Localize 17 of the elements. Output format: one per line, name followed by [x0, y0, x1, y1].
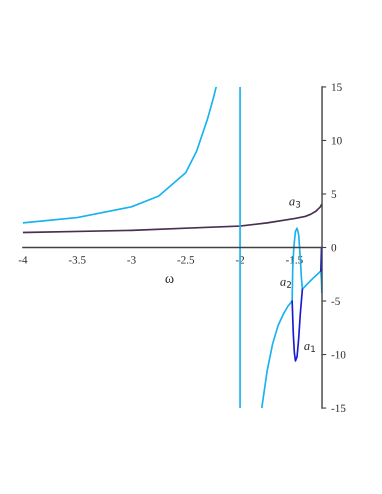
x-tick-label: -3.5 — [68, 256, 86, 264]
x-axis-title: ω — [165, 276, 174, 283]
y-tick-label: 5 — [332, 190, 336, 198]
annotation: a$_{3}$ — [289, 200, 300, 208]
line-series — [260, 227, 322, 408]
y-tick-label: 10 — [332, 136, 342, 144]
y-tick-label: 15 — [332, 83, 342, 91]
x-tick-label: -3 — [127, 256, 136, 264]
y-tick-label: -10 — [331, 350, 346, 358]
annotation: a$_{2}$ — [280, 280, 292, 288]
y-tick-label: 0 — [331, 244, 336, 252]
annotation: a$_{1}$ — [304, 344, 316, 352]
y-tick-label: -5 — [331, 298, 340, 305]
x-tick-label: -2.5 — [177, 256, 194, 264]
y-tick-label: -15 — [331, 404, 346, 412]
line-series — [22, 86, 218, 224]
x-tick-label: -4 — [18, 256, 28, 264]
